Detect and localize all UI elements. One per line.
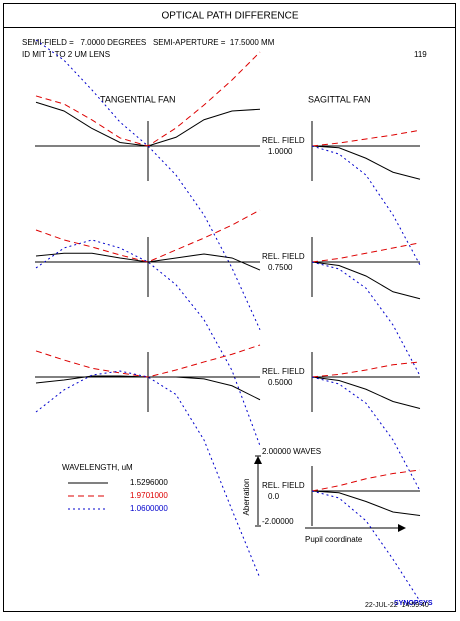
- page-border: [3, 3, 456, 612]
- field-label: REL. FIELD: [262, 481, 305, 490]
- fan-curve: [311, 376, 421, 409]
- fan-curve: [311, 490, 421, 602]
- fan-curve: [311, 376, 421, 491]
- fan-curve: [311, 469, 421, 492]
- field-value: 0.5000: [268, 378, 293, 387]
- fan-curve: [311, 242, 421, 263]
- x-axis-label: Pupil coordinate: [305, 535, 363, 544]
- field-value: 0.7500: [268, 263, 293, 272]
- tangential-title: TANGENTIAL FAN: [100, 94, 176, 104]
- fan-curve: [35, 252, 261, 271]
- info-line: SEMI-FIELD = 7.0000 DEGREES SEMI-APERTUR…: [22, 38, 275, 47]
- field-label: REL. FIELD: [262, 367, 305, 376]
- legend-label: 1.9701000: [130, 491, 168, 500]
- program-name: SYNOPSYS: [394, 600, 433, 607]
- lens-id: ID MIT 1 TO 2 UM LENS: [22, 50, 110, 59]
- scale-label: 2.00000 WAVES: [262, 447, 321, 456]
- fan-curve: [35, 344, 261, 378]
- legend-label: 1.5296000: [130, 478, 168, 487]
- fan-curve: [311, 261, 421, 300]
- fan-curve: [311, 145, 421, 266]
- legend-title: WAVELENGTH, uM: [62, 463, 133, 472]
- field-label: REL. FIELD: [262, 252, 305, 261]
- scale-label: -2.00000: [262, 517, 294, 526]
- fan-curve: [35, 370, 261, 579]
- chart-title: OPTICAL PATH DIFFERENCE: [161, 11, 298, 22]
- legend-label: 1.0600000: [130, 504, 168, 513]
- y-axis-label: Aberration: [242, 479, 251, 516]
- sagittal-title: SAGITTAL FAN: [308, 94, 371, 104]
- title-box: [3, 3, 456, 28]
- fan-curve: [311, 129, 421, 147]
- field-label: REL. FIELD: [262, 136, 305, 145]
- timestamp: 22-JUL-22 14:59:40: [365, 602, 429, 609]
- field-value: 0.0: [268, 492, 280, 501]
- fan-curve: [311, 361, 421, 378]
- fan-curve: [35, 51, 261, 147]
- fan-curve: [311, 145, 421, 180]
- field-value: 1.0000: [268, 147, 293, 156]
- fan-curve: [311, 261, 421, 376]
- fan-curve: [311, 490, 421, 516]
- page-number: 119: [414, 50, 427, 59]
